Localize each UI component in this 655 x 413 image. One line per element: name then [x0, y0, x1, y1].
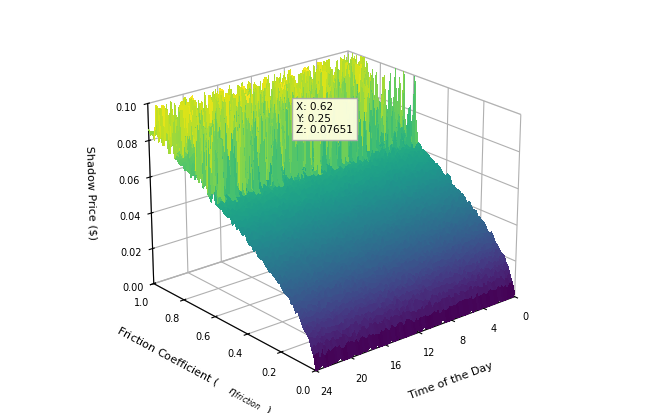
X-axis label: Time of the Day: Time of the Day — [407, 361, 494, 401]
Y-axis label: Friction Coefficient (    $\eta_{friction}$  ): Friction Coefficient ( $\eta_{friction}$… — [114, 323, 274, 413]
